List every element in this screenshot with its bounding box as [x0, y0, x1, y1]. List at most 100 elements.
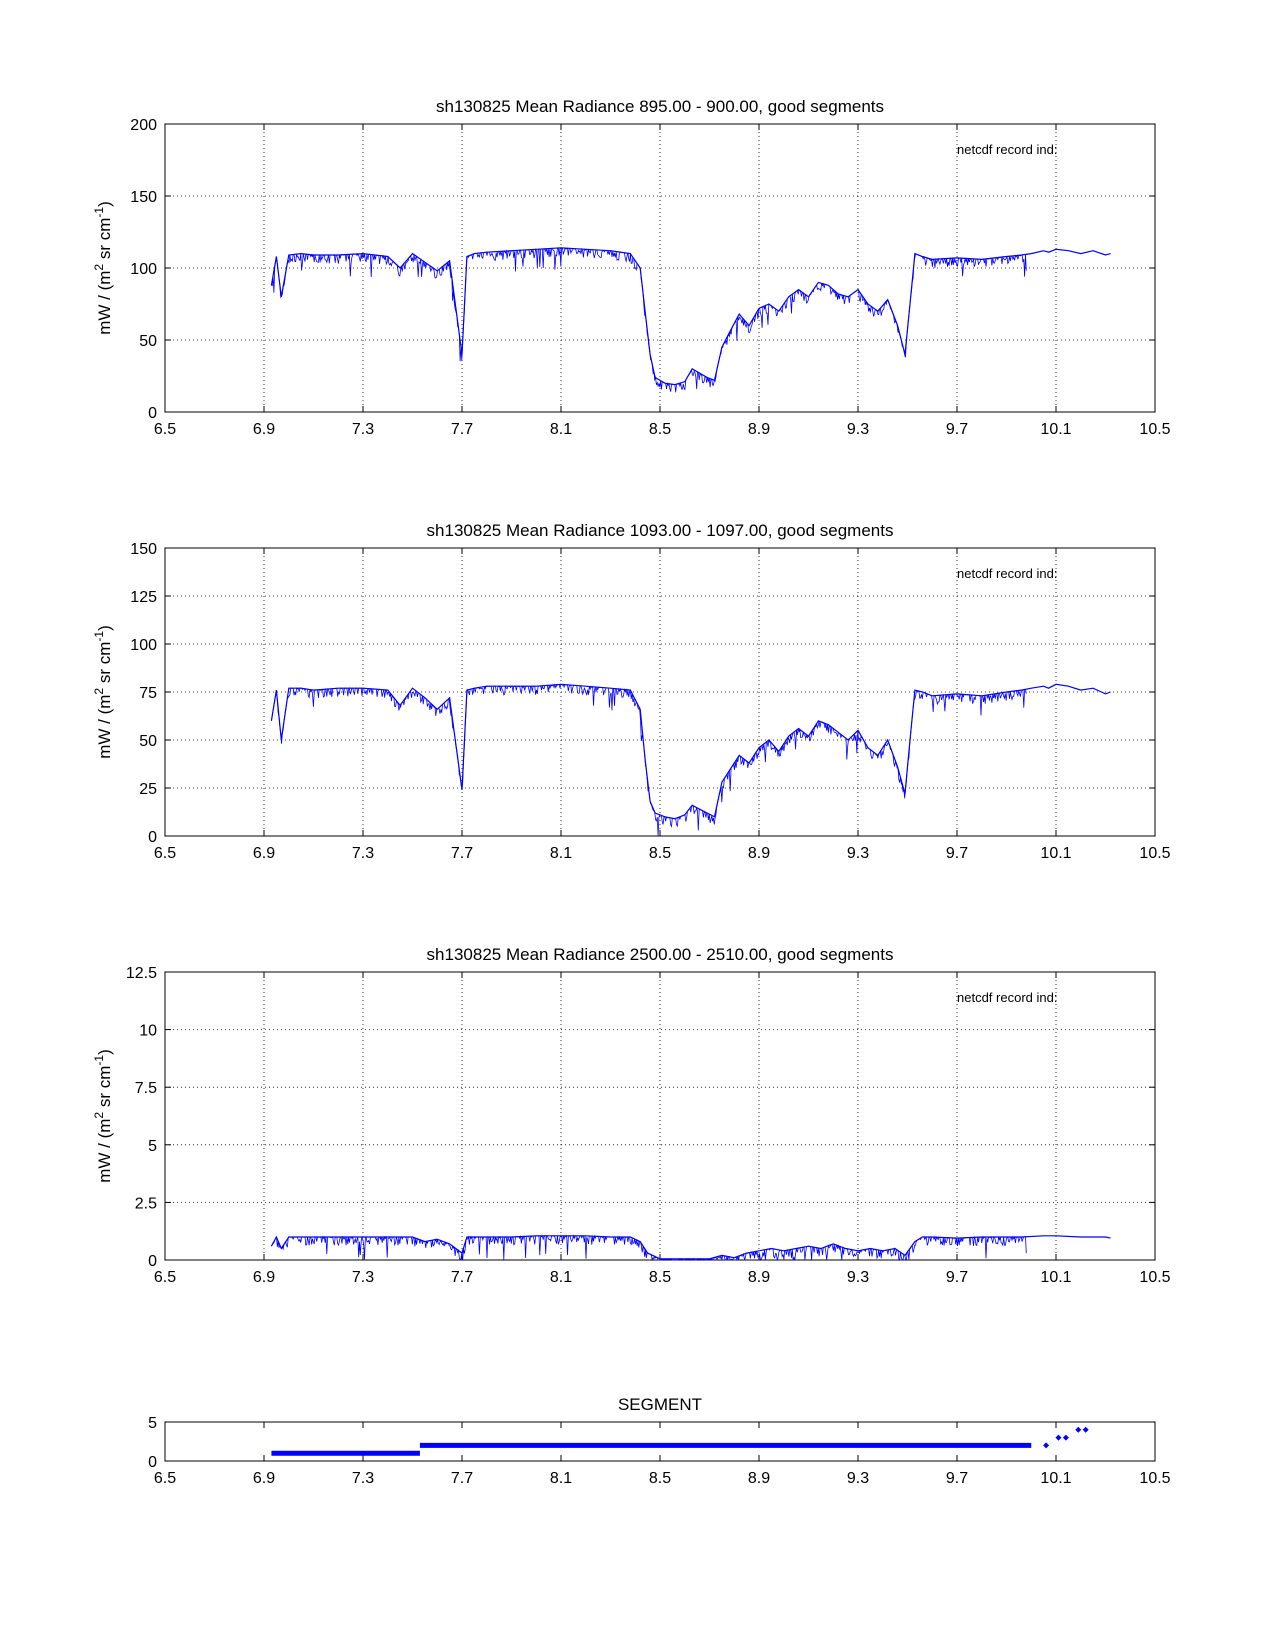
series-line	[270, 683, 1111, 820]
segment-point	[1043, 1442, 1050, 1449]
segment-point	[1075, 1426, 1082, 1433]
chart-panel-segment: SEGMENT 6.5 6.9 7.3 7.7 8.1 8.5 8.9 9.3 9.7 10.1 1…	[148, 1395, 1171, 1487]
x-tick-label: 8.1	[550, 421, 572, 438]
x-tick-label: 10.1	[1040, 421, 1071, 438]
x-tick-label: 6.9	[253, 421, 275, 438]
segment-point	[1062, 1434, 1069, 1441]
x-tick-label: 6.9	[253, 845, 275, 862]
y-tick-label: 200	[130, 117, 157, 134]
chart-title: sh130825 Mean Radiance 895.00 - 900.00, …	[436, 97, 884, 116]
y-axis-label-sup1: 2	[92, 1112, 106, 1119]
chart-annotation: netcdf record ind:	[957, 566, 1057, 581]
x-tick-label: 10.5	[1139, 421, 1170, 438]
y-axis-label-end: )	[95, 1049, 114, 1055]
x-tick-label: 9.3	[847, 845, 869, 862]
x-tick-label: 8.5	[649, 421, 671, 438]
x-tick-label: 6.5	[154, 1470, 176, 1487]
y-axis-label-end: )	[95, 201, 114, 207]
series-detail	[271, 1234, 1027, 1262]
x-tick-label: 8.1	[550, 845, 572, 862]
x-tick-label: 9.7	[946, 1269, 968, 1286]
y-tick-label: 75	[139, 685, 157, 702]
y-tick-label: 0	[148, 1454, 157, 1471]
x-tick-label: 7.3	[352, 845, 374, 862]
series-detail	[271, 683, 1027, 837]
chart-panel-3: sh130825 Mean Radiance 2500.00 - 2510.00…	[92, 945, 1171, 1286]
chart-title: sh130825 Mean Radiance 2500.00 - 2510.00…	[427, 945, 894, 964]
y-tick-label: 25	[139, 781, 157, 798]
x-tick-label: 8.5	[649, 1470, 671, 1487]
x-tick-label: 8.1	[550, 1470, 572, 1487]
y-tick-label: 50	[139, 333, 157, 350]
y-tick-label: 10	[139, 1023, 157, 1040]
x-tick-label: 7.3	[352, 1269, 374, 1286]
x-tick-label: 7.3	[352, 421, 374, 438]
chart-title: SEGMENT	[618, 1395, 702, 1414]
y-tick-label: 2.5	[135, 1195, 157, 1212]
x-tick-label: 8.5	[649, 845, 671, 862]
x-tick-label: 8.9	[748, 1470, 770, 1487]
y-axis-label-sup1: 2	[92, 688, 106, 695]
segment-point	[1082, 1426, 1089, 1433]
y-axis-label-sup1: 2	[92, 264, 106, 271]
y-tick-label: 0	[148, 1253, 157, 1270]
y-tick-label: 7.5	[135, 1080, 157, 1097]
y-tick-label: 0	[148, 829, 157, 846]
x-tick-label: 10.1	[1040, 845, 1071, 862]
y-axis-label-main: mW / (m	[95, 271, 114, 335]
chart-annotation: netcdf record ind:	[957, 142, 1057, 157]
y-tick-label: 125	[130, 589, 157, 606]
x-tick-label: 8.1	[550, 1269, 572, 1286]
x-tick-label: 7.3	[352, 1470, 374, 1487]
y-axis-label: mW / (m2 sr cm-1)	[92, 201, 114, 335]
x-tick-label: 7.7	[451, 845, 473, 862]
segment-point	[1055, 1434, 1062, 1441]
x-tick-label: 6.5	[154, 845, 176, 862]
x-tick-label: 7.7	[451, 421, 473, 438]
y-axis-label-main: mW / (m	[95, 1119, 114, 1183]
x-tick-label: 10.1	[1040, 1470, 1071, 1487]
x-tick-label: 10.5	[1139, 845, 1170, 862]
x-tick-label: 10.5	[1139, 1269, 1170, 1286]
x-tick-label: 9.3	[847, 421, 869, 438]
y-axis-label-sup2: -1	[92, 207, 106, 218]
x-tick-label: 7.7	[451, 1470, 473, 1487]
y-axis-label-mid: sr cm	[95, 218, 114, 264]
y-axis-label: mW / (m2 sr cm-1)	[92, 1049, 114, 1183]
chart-panel-1: sh130825 Mean Radiance 895.00 - 900.00, …	[92, 97, 1171, 438]
y-tick-label: 5	[148, 1138, 157, 1155]
x-tick-label: 8.5	[649, 1269, 671, 1286]
chart-title: sh130825 Mean Radiance 1093.00 - 1097.00…	[427, 521, 894, 540]
y-axis-label-mid: sr cm	[95, 1066, 114, 1112]
x-tick-label: 9.7	[946, 421, 968, 438]
chart-panel-2: sh130825 Mean Radiance 1093.00 - 1097.00…	[92, 521, 1171, 862]
y-axis-label-main: mW / (m	[95, 695, 114, 759]
y-axis-label: mW / (m2 sr cm-1)	[92, 625, 114, 759]
y-axis-label-sup2: -1	[92, 631, 106, 642]
y-tick-label: 150	[130, 189, 157, 206]
y-axis-label-mid: sr cm	[95, 642, 114, 688]
y-tick-label: 100	[130, 261, 157, 278]
y-tick-label: 50	[139, 733, 157, 750]
y-tick-label: 100	[130, 637, 157, 654]
x-tick-label: 8.9	[748, 421, 770, 438]
x-tick-label: 8.9	[748, 845, 770, 862]
x-tick-label: 6.9	[253, 1269, 275, 1286]
x-tick-label: 6.5	[154, 421, 176, 438]
x-tick-label: 9.3	[847, 1470, 869, 1487]
x-tick-label: 9.7	[946, 1470, 968, 1487]
x-tick-label: 10.1	[1040, 1269, 1071, 1286]
x-tick-label: 6.5	[154, 1269, 176, 1286]
y-axis-label-sup2: -1	[92, 1055, 106, 1066]
x-tick-label: 7.7	[451, 1269, 473, 1286]
series-detail	[271, 247, 1027, 393]
y-tick-label: 5	[148, 1415, 157, 1432]
chart-annotation: netcdf record ind:	[957, 990, 1057, 1005]
y-tick-label: 150	[130, 541, 157, 558]
x-tick-label: 10.5	[1139, 1470, 1170, 1487]
y-axis-label-end: )	[95, 625, 114, 631]
y-tick-label: 0	[148, 405, 157, 422]
x-tick-label: 6.9	[253, 1470, 275, 1487]
x-tick-label: 9.7	[946, 845, 968, 862]
